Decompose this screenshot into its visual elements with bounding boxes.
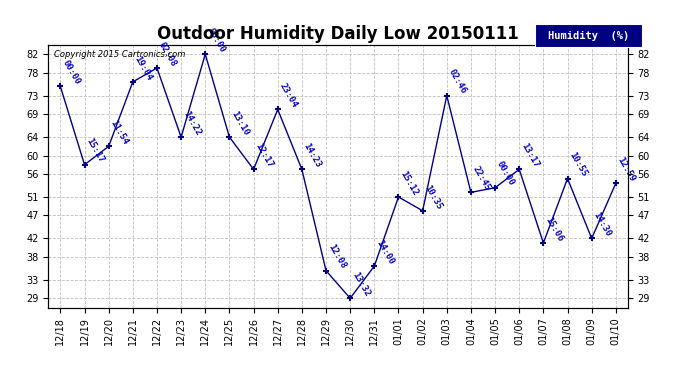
Text: 10:55: 10:55 (568, 151, 589, 178)
Text: 12:59: 12:59 (616, 155, 637, 183)
Text: 10:35: 10:35 (423, 183, 444, 211)
Title: Outdoor Humidity Daily Low 20150111: Outdoor Humidity Daily Low 20150111 (157, 26, 519, 44)
Text: 14:22: 14:22 (181, 110, 202, 137)
Text: 02:46: 02:46 (447, 68, 468, 96)
Text: 00:00: 00:00 (495, 160, 516, 188)
Text: 19:04: 19:04 (133, 54, 154, 82)
Text: 15:17: 15:17 (85, 137, 106, 165)
Text: 13:10: 13:10 (230, 110, 250, 137)
Text: 22:45: 22:45 (471, 165, 492, 192)
Text: 11:54: 11:54 (109, 118, 130, 146)
Text: 15:06: 15:06 (544, 215, 564, 243)
Text: 00:00: 00:00 (61, 58, 81, 87)
Text: 12:17: 12:17 (254, 142, 275, 170)
Text: Humidity  (%): Humidity (%) (548, 31, 629, 40)
Text: 13:32: 13:32 (351, 270, 371, 298)
Text: 02:08: 02:08 (157, 40, 178, 68)
Text: 15:12: 15:12 (399, 169, 420, 197)
Text: Copyright 2015 Cartronics.com: Copyright 2015 Cartronics.com (54, 50, 186, 59)
Text: 12:08: 12:08 (326, 243, 347, 271)
Text: 14:00: 14:00 (375, 238, 395, 266)
Text: 23:04: 23:04 (278, 82, 299, 110)
Text: 13:17: 13:17 (520, 142, 540, 170)
Text: 14:30: 14:30 (592, 211, 613, 238)
Text: 00:00: 00:00 (206, 26, 226, 54)
Text: 14:23: 14:23 (302, 142, 323, 170)
